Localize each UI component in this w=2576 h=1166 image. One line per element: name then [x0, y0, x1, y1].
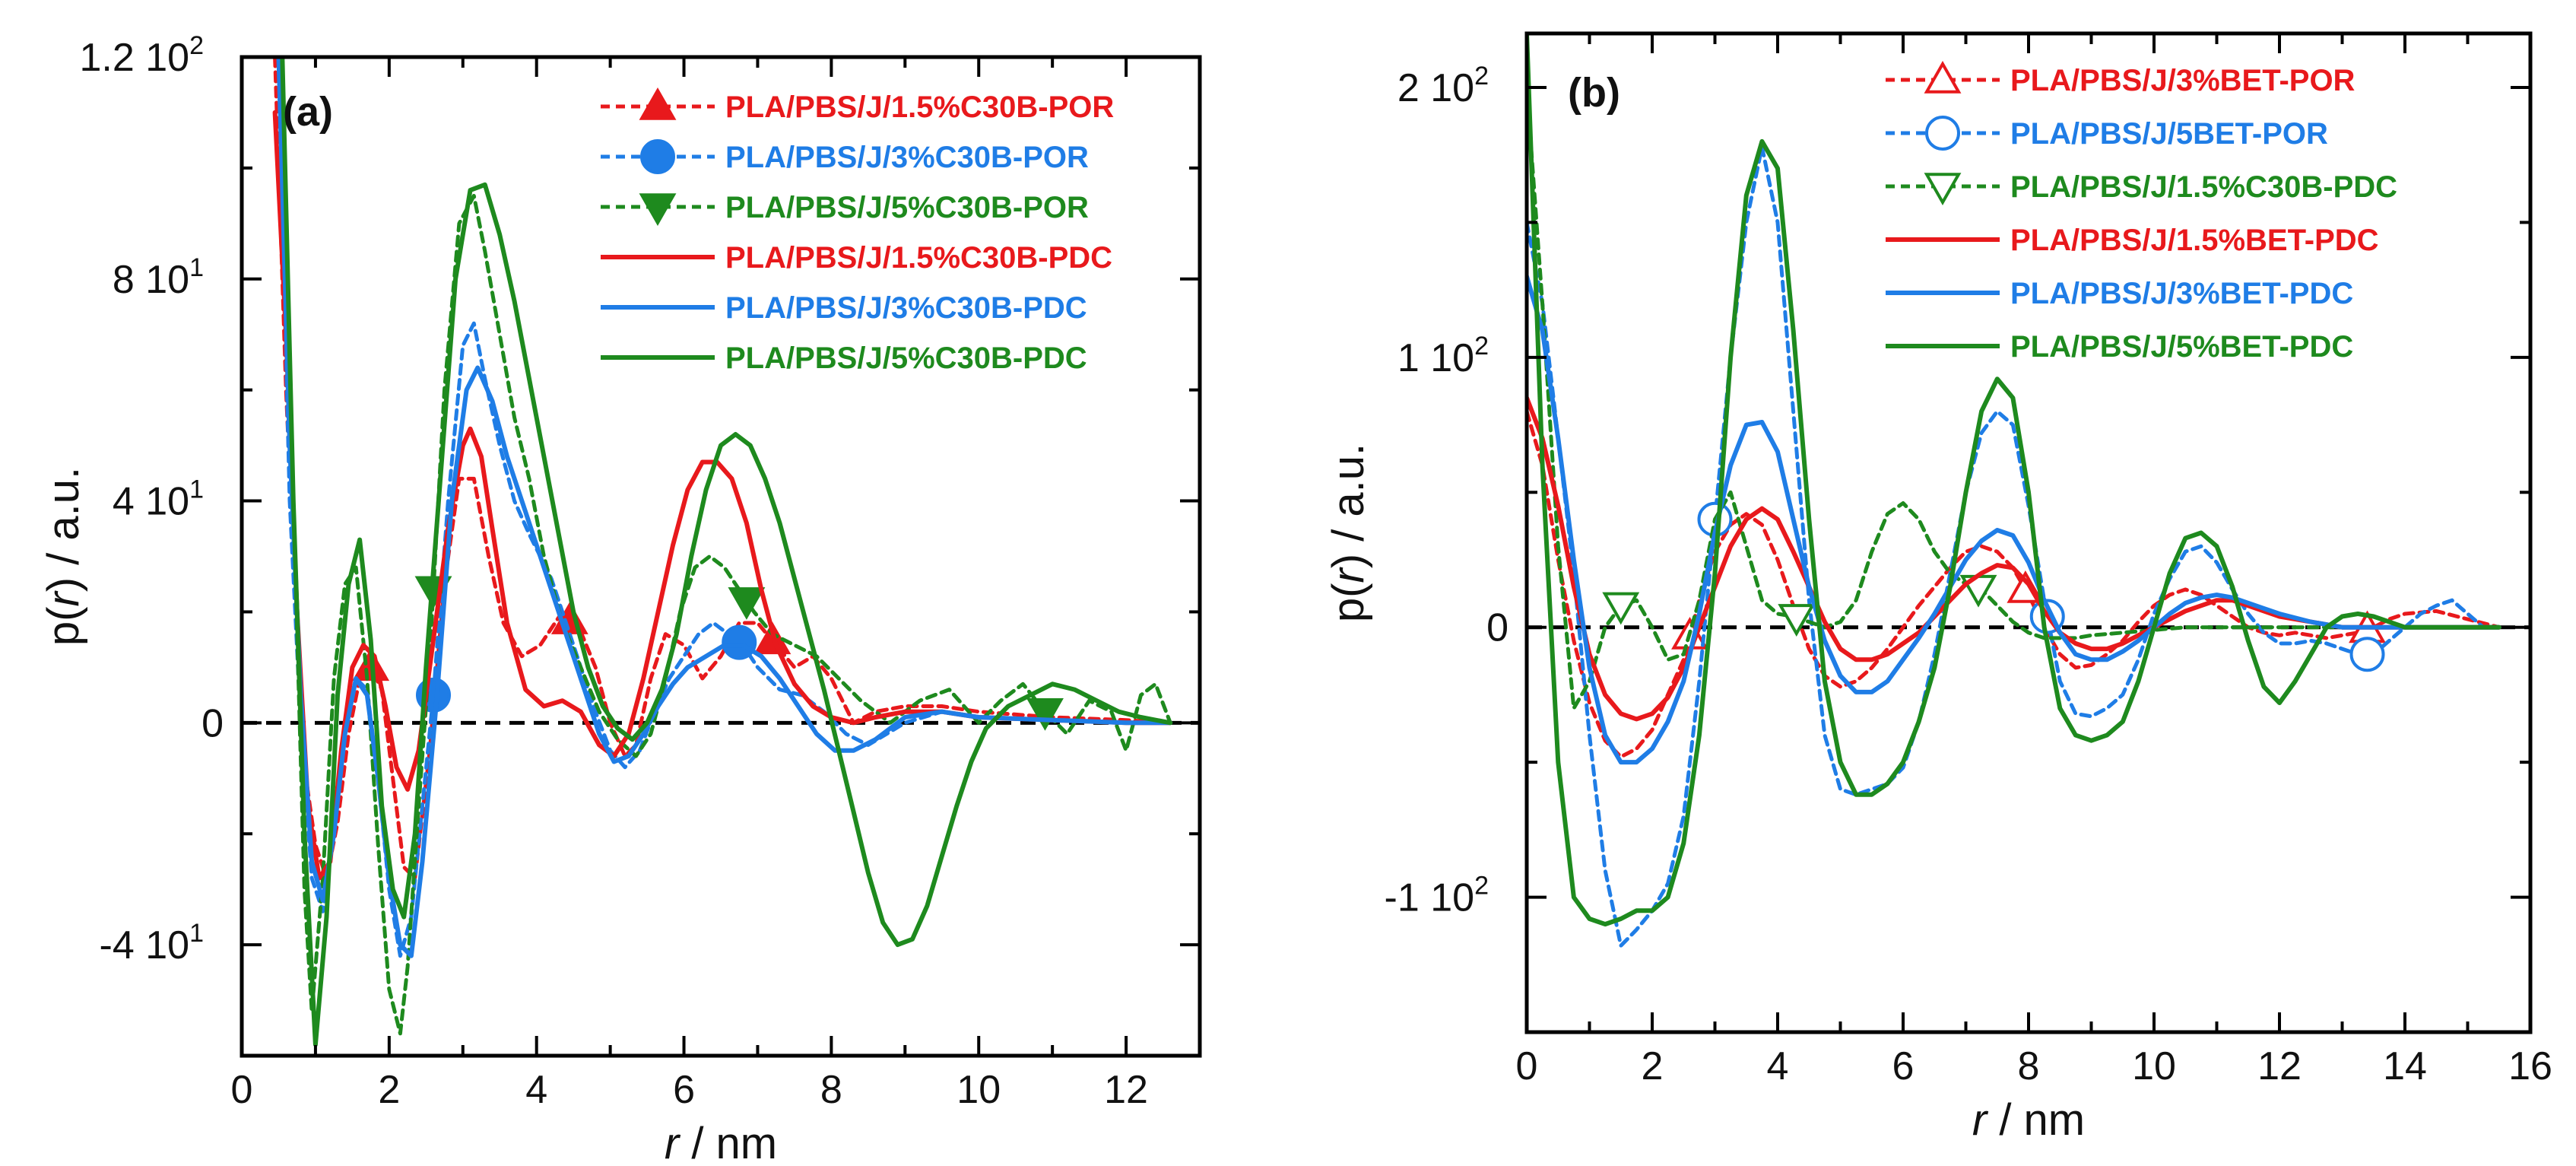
legend: PLA/PBS/J/1.5%C30B-POR PLA/PBS/J/3%C30B-P… [601, 87, 1114, 375]
y-tick-label: 1 102 [1397, 332, 1489, 380]
y-axis-label-symbol: r [1324, 567, 1373, 583]
legend-label-3: PLA/PBS/J/1.5%C30B-PDC [2010, 170, 2397, 204]
series-3-marker-2 [1778, 604, 1816, 637]
legend-label-1: PLA/PBS/J/3%BET-POR [2010, 64, 2356, 97]
x-tick-label: 2 [378, 1068, 400, 1112]
x-axis-label: r / nm [665, 1119, 777, 1166]
y-tick-label: 0 [1486, 606, 1508, 650]
legend-label-1: PLA/PBS/J/1.5%C30B-POR [725, 91, 1114, 124]
series-line-6 [1527, 33, 2501, 927]
y-tick-exponent: 1 [189, 919, 204, 948]
y-axis-label: p(r) / a.u. [39, 467, 88, 646]
y-tick-exponent: 2 [1474, 332, 1489, 361]
y-tick-mantissa: -4 10 [100, 923, 190, 967]
series-line-4 [1527, 396, 2501, 722]
y-tick-mantissa: 0 [201, 701, 224, 745]
plot-area [1527, 33, 2501, 948]
series-line-5 [276, 57, 1173, 958]
y-axis-label-part: p( [1324, 583, 1373, 623]
y-axis-label: p(r) / a.u. [1324, 443, 1373, 622]
x-axis-label: r / nm [1972, 1095, 2085, 1145]
y-tick-mantissa: 1 10 [1397, 336, 1474, 380]
legend: PLA/PBS/J/3%BET-POR PLA/PBS/J/5BET-POR PLA… [1886, 60, 2397, 364]
x-tick-label: 12 [1104, 1068, 1148, 1112]
x-tick-label: 4 [525, 1068, 547, 1112]
legend-label-2: PLA/PBS/J/3%C30B-POR [725, 141, 1089, 174]
y-tick-label: 8 101 [113, 253, 204, 302]
series-line-3 [280, 57, 1172, 1036]
x-axis-label-unit: / nm [1987, 1095, 2085, 1145]
y-tick-label: 4 101 [113, 475, 204, 524]
legend-marker-3 [639, 193, 677, 227]
series-3-marker-2 [728, 587, 766, 620]
y-tick-mantissa: -1 10 [1385, 876, 1475, 920]
y-tick-exponent: 2 [189, 31, 204, 60]
y-tick-mantissa: 4 10 [113, 480, 189, 524]
y-tick-exponent: 2 [1474, 62, 1489, 91]
x-tick-label: 10 [956, 1068, 1001, 1112]
legend-label-3: PLA/PBS/J/5%C30B-POR [725, 191, 1089, 224]
series-2-marker-3 [2349, 637, 2385, 672]
y-tick-exponent: 1 [189, 253, 204, 282]
legend-label-5: PLA/PBS/J/3%BET-PDC [2010, 277, 2353, 310]
x-tick-label: 0 [1516, 1044, 1538, 1088]
plot-area [272, 57, 1173, 1047]
x-tick-label: 2 [1642, 1044, 1664, 1088]
y-axis-label-part: ) / a.u. [39, 467, 88, 592]
legend-label-4: PLA/PBS/J/1.5%BET-PDC [2010, 224, 2379, 257]
legend-label-6: PLA/PBS/J/5%BET-PDC [2010, 330, 2353, 364]
y-tick-mantissa: 2 10 [1397, 66, 1474, 110]
x-tick-label: 10 [2132, 1044, 2176, 1088]
plot-frame [240, 55, 1202, 1058]
legend-label-4: PLA/PBS/J/1.5%C30B-PDC [725, 241, 1112, 275]
x-axis-label-symbol: r [1972, 1095, 1989, 1145]
series-2-marker-2 [722, 624, 757, 660]
y-tick-mantissa: 8 10 [113, 258, 189, 302]
x-axis-label-symbol: r [665, 1119, 681, 1166]
series-line-2 [1527, 145, 2501, 948]
y-axis-label-part: p( [39, 607, 88, 647]
x-axis-label-unit: / nm [679, 1119, 777, 1166]
panel-label: (b) [1568, 70, 1620, 116]
x-tick-label: 6 [1892, 1044, 1915, 1088]
x-tick-label: 14 [2383, 1044, 2427, 1088]
y-tick-mantissa: 0 [1486, 606, 1508, 650]
x-tick-label: 4 [1767, 1044, 1789, 1088]
legend-marker-3 [1924, 173, 1962, 206]
legend-marker-2 [640, 139, 675, 174]
y-tick-label: 1.2 102 [80, 31, 205, 80]
series-line-1 [1527, 409, 2501, 759]
x-tick-label: 16 [2508, 1044, 2552, 1088]
y-axis-label-symbol: r [39, 590, 88, 607]
panel-label: (a) [283, 89, 333, 135]
legend-marker-1 [1924, 60, 1962, 94]
series-line-5 [1527, 274, 2501, 765]
series-3-marker-1 [1602, 592, 1640, 625]
y-tick-mantissa: 1.2 10 [80, 36, 190, 80]
y-tick-exponent: 2 [1474, 872, 1489, 901]
legend-marker-2 [1925, 116, 1960, 151]
legend-label-5: PLA/PBS/J/3%C30B-PDC [725, 291, 1087, 325]
y-tick-exponent: 1 [189, 475, 204, 504]
y-tick-label: -1 102 [1385, 872, 1489, 920]
y-tick-label: -4 101 [100, 919, 204, 967]
legend-label-2: PLA/PBS/J/5BET-POR [2010, 117, 2328, 151]
legend-label-6: PLA/PBS/J/5%C30B-PDC [725, 342, 1087, 375]
y-tick-label: 0 [201, 701, 224, 745]
x-tick-label: 8 [820, 1068, 842, 1112]
x-tick-label: 6 [673, 1068, 695, 1112]
x-tick-label: 12 [2257, 1044, 2302, 1088]
y-axis-label-part: ) / a.u. [1324, 443, 1373, 568]
x-tick-label: 8 [2018, 1044, 2040, 1088]
series-3-marker-3 [1026, 697, 1064, 731]
x-tick-label: 0 [231, 1068, 253, 1112]
y-tick-label: 2 102 [1397, 62, 1489, 110]
series-line-6 [280, 57, 1173, 1047]
legend-marker-1 [639, 87, 677, 120]
